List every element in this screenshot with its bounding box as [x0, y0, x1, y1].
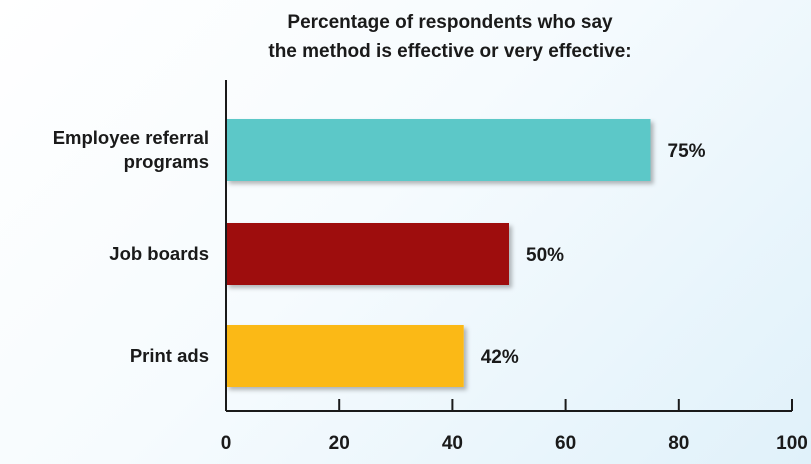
- chart-title-line-1: Percentage of respondents who say: [287, 12, 613, 33]
- value-label-3: 42%: [481, 347, 519, 368]
- x-tick-label-0: 0: [221, 433, 232, 454]
- x-tick-label-4: 80: [668, 433, 689, 454]
- x-tick-label-1: 20: [329, 433, 350, 454]
- bar-2: [226, 223, 509, 285]
- value-label-2: 50%: [526, 245, 564, 266]
- category-label-3-line-1: Print ads: [130, 345, 209, 366]
- x-tick-label-2: 40: [442, 433, 463, 454]
- bar-3: [226, 325, 464, 387]
- chart-title: Percentage of respondents who say the me…: [170, 8, 730, 66]
- bar-1: [226, 119, 651, 181]
- category-label-2-line-1: Job boards: [109, 243, 209, 264]
- x-tick-label-3: 60: [555, 433, 576, 454]
- x-tick-label-5: 100: [776, 433, 808, 454]
- category-label-1-line-2: programs: [124, 151, 209, 172]
- category-label-1-line-1: Employee referral: [53, 127, 209, 148]
- value-label-1: 75%: [668, 141, 706, 162]
- chart-title-line-2: the method is effective or very effectiv…: [268, 41, 632, 62]
